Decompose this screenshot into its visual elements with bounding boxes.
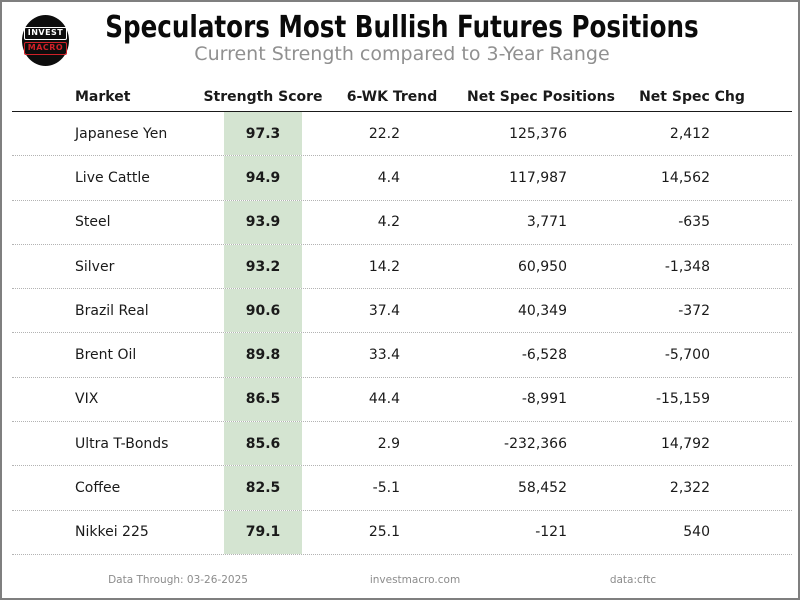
market-cell: Ultra T-Bonds <box>75 435 169 452</box>
market-cell: Silver <box>75 258 115 275</box>
table-row: Silver 93.2 14.2 60,950 -1,348 <box>12 244 792 290</box>
trend-cell: 22.2 <box>368 125 400 142</box>
trend-cell: 44.4 <box>368 391 400 408</box>
market-cell: Brent Oil <box>75 347 137 364</box>
net-spec-positions-cell: 58,452 <box>518 480 567 497</box>
net-spec-chg-cell: -372 <box>678 302 710 319</box>
net-spec-positions-cell: 3,771 <box>526 214 567 231</box>
market-cell: Japanese Yen <box>75 125 168 142</box>
net-spec-chg-cell: 14,792 <box>661 435 710 452</box>
strength-score-cell: 86.5 <box>224 377 302 422</box>
logo-text-invest: INVEST <box>23 26 68 40</box>
strength-score-cell: 94.9 <box>224 156 302 200</box>
logo-text-macro: MACRO <box>23 41 68 55</box>
net-spec-chg-cell: -5,700 <box>664 347 710 364</box>
column-header-strength-score: Strength Score <box>203 89 323 105</box>
trend-cell: -5.1 <box>372 480 400 497</box>
net-spec-chg-cell: 14,562 <box>661 169 710 186</box>
net-spec-positions-cell: -232,366 <box>504 435 567 452</box>
strength-score-cell: 93.2 <box>224 244 302 289</box>
net-spec-positions-cell: -8,991 <box>521 391 567 408</box>
column-header-net-spec-positions: Net Spec Positions <box>467 89 615 105</box>
table-row: Coffee 82.5 -5.1 58,452 2,322 <box>12 466 792 511</box>
table-header-row: Market Strength Score 6-WK Trend Net Spe… <box>12 86 792 112</box>
trend-cell: 4.2 <box>377 214 400 231</box>
footer-site: investmacro.com <box>369 574 461 586</box>
table-row: VIX 86.5 44.4 -8,991 -15,159 <box>12 377 792 423</box>
footer-source: data:cftc <box>609 574 657 586</box>
table-row: Live Cattle 94.9 4.4 117,987 14,562 <box>12 156 792 201</box>
net-spec-positions-cell: 125,376 <box>509 125 567 142</box>
trend-cell: 37.4 <box>368 302 400 319</box>
net-spec-chg-cell: -635 <box>678 214 710 231</box>
table-row: Brent Oil 89.8 33.4 -6,528 -5,700 <box>12 333 792 378</box>
net-spec-chg-cell: 2,412 <box>669 125 710 142</box>
net-spec-positions-cell: 60,950 <box>518 258 567 275</box>
table-row: Japanese Yen 97.3 22.2 125,376 2,412 <box>12 112 792 157</box>
market-cell: Coffee <box>75 480 121 497</box>
column-header-net-spec-chg: Net Spec Chg <box>639 89 745 105</box>
market-cell: Steel <box>75 214 111 231</box>
market-cell: Nikkei 225 <box>75 524 149 541</box>
net-spec-chg-cell: -1,348 <box>664 258 710 275</box>
footer-data-through: Data Through: 03-26-2025 <box>108 574 248 586</box>
net-spec-chg-cell: 2,322 <box>669 480 710 497</box>
strength-score-cell: 82.5 <box>224 466 302 510</box>
table-row: Nikkei 225 79.1 25.1 -121 540 <box>12 510 792 555</box>
table-row: Ultra T-Bonds 85.6 2.9 -232,366 14,792 <box>12 422 792 467</box>
market-cell: Live Cattle <box>75 169 150 186</box>
trend-cell: 4.4 <box>377 169 400 186</box>
page-title: Speculators Most Bullish Futures Positio… <box>105 10 699 45</box>
net-spec-positions-cell: -121 <box>535 524 567 541</box>
net-spec-chg-cell: -15,159 <box>655 391 710 408</box>
page-subtitle: Current Strength compared to 3-Year Rang… <box>194 43 610 65</box>
strength-score-cell: 93.9 <box>224 200 302 244</box>
strength-score-cell: 79.1 <box>224 510 302 554</box>
futures-table: Market Strength Score 6-WK Trend Net Spe… <box>12 86 792 555</box>
column-header-6wk-trend: 6-WK Trend <box>346 89 438 105</box>
investmacro-logo: INVEST MACRO <box>22 15 69 66</box>
net-spec-positions-cell: -6,528 <box>521 347 567 364</box>
trend-cell: 33.4 <box>368 347 400 364</box>
strength-score-cell: 89.8 <box>224 333 302 377</box>
strength-score-cell: 90.6 <box>224 289 302 333</box>
table-body: Japanese Yen 97.3 22.2 125,376 2,412 Liv… <box>12 112 792 555</box>
table-row: Steel 93.9 4.2 3,771 -635 <box>12 200 792 245</box>
trend-cell: 2.9 <box>377 435 400 452</box>
table-row: Brazil Real 90.6 37.4 40,349 -372 <box>12 289 792 334</box>
net-spec-positions-cell: 117,987 <box>509 169 567 186</box>
strength-score-cell: 85.6 <box>224 422 302 466</box>
market-cell: VIX <box>75 391 99 408</box>
column-header-market: Market <box>75 89 131 105</box>
net-spec-positions-cell: 40,349 <box>518 302 567 319</box>
strength-score-cell: 97.3 <box>224 112 302 156</box>
net-spec-chg-cell: 540 <box>683 524 710 541</box>
trend-cell: 25.1 <box>368 524 400 541</box>
trend-cell: 14.2 <box>368 258 400 275</box>
market-cell: Brazil Real <box>75 302 149 319</box>
